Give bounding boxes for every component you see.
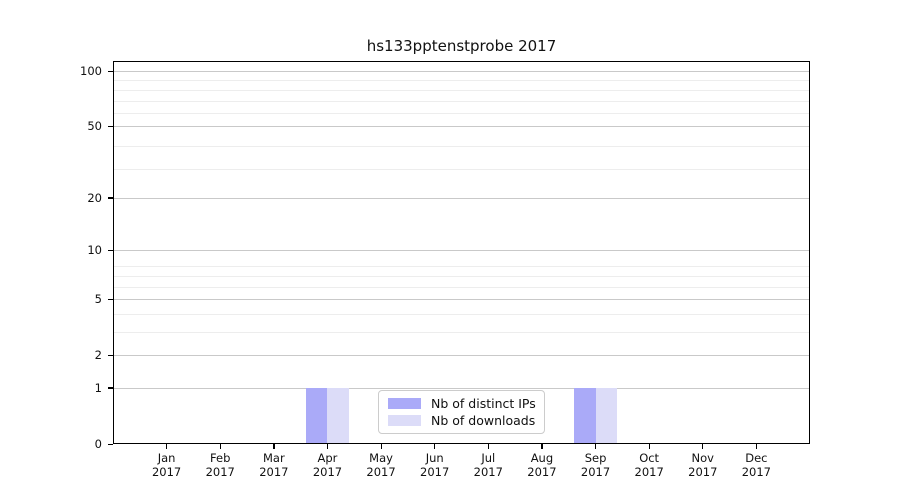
bar-sep-downloads [595, 387, 618, 444]
plot-area [113, 61, 810, 444]
legend-label-distinct-ips: Nb of distinct IPs [431, 396, 536, 411]
x-tick-month: Aug [530, 451, 554, 465]
y-tick-mark [108, 298, 113, 300]
x-tick-mark [166, 444, 168, 449]
x-tick-month: Dec [745, 451, 768, 465]
y-tick-label: 1 [94, 380, 102, 395]
x-tick-month: Oct [639, 451, 660, 465]
legend-item-downloads: Nb of downloads [388, 413, 535, 428]
legend-label-downloads: Nb of downloads [431, 413, 536, 428]
legend-item-distinct-ips: Nb of distinct IPs [388, 396, 536, 411]
x-tick-mark [434, 444, 436, 449]
x-tick-label: Feb 2017 [189, 451, 251, 479]
x-tick-year: 2017 [741, 464, 772, 479]
y-tick-mark [108, 354, 113, 356]
y-gridline-major [113, 355, 810, 357]
x-tick-month: Jan [157, 451, 176, 465]
x-tick-label: Jan 2017 [136, 451, 198, 479]
x-tick-month: Sep [584, 451, 607, 465]
y-gridline-major [113, 197, 810, 199]
x-tick-label: Mar 2017 [243, 451, 305, 479]
y-tick-mark [108, 249, 113, 251]
x-tick-year: 2017 [312, 464, 343, 479]
x-tick-year: 2017 [634, 464, 664, 479]
x-tick-month: Apr [317, 451, 338, 465]
x-tick-mark [273, 444, 275, 449]
legend-swatch-downloads [388, 415, 421, 426]
y-gridline-minor [113, 313, 810, 315]
x-tick-year: 2017 [527, 464, 557, 479]
y-gridline-minor [113, 145, 810, 147]
x-tick-year: 2017 [205, 464, 235, 479]
x-tick-month: May [369, 451, 393, 465]
y-tick-mark [108, 387, 113, 389]
y-tick-label: 0 [94, 437, 102, 451]
bar-apr-downloads [327, 387, 349, 444]
legend-swatch-distinct-ips [388, 398, 421, 409]
x-tick-label: Aug 2017 [511, 451, 573, 479]
legend: Nb of distinct IPs Nb of downloads [378, 390, 545, 434]
x-tick-label: Jun 2017 [404, 451, 466, 479]
x-tick-month: Nov [691, 451, 714, 465]
y-gridline-minor [113, 286, 810, 288]
x-tick-label: Jul 2017 [457, 451, 519, 479]
x-tick-mark [380, 444, 382, 449]
x-tick-label: Apr 2017 [296, 451, 358, 479]
x-tick-month: Feb [210, 451, 231, 465]
x-tick-label: Oct 2017 [618, 451, 680, 479]
y-tick-mark [108, 197, 113, 199]
y-gridline-major [113, 299, 810, 301]
y-tick-label: 20 [87, 190, 102, 205]
bar-sep-distinct-ips [574, 387, 596, 444]
y-gridline-minor [113, 266, 810, 268]
x-tick-year: 2017 [688, 464, 718, 479]
x-tick-month: Jul [481, 451, 496, 465]
x-tick-mark [326, 444, 329, 449]
y-gridline-minor [113, 113, 810, 115]
x-tick-year: 2017 [473, 464, 503, 479]
y-tick-mark [108, 125, 113, 127]
y-tick-mark [108, 443, 113, 445]
y-gridline-minor [113, 331, 810, 333]
y-tick-label: 2 [94, 348, 102, 363]
y-tick-label: 5 [94, 292, 102, 307]
x-tick-mark [487, 444, 489, 449]
x-tick-label: Dec 2017 [725, 451, 787, 479]
y-tick-label: 50 [87, 119, 102, 134]
y-gridline-major [113, 250, 810, 252]
y-gridline-minor [113, 169, 810, 171]
x-tick-month: Mar [262, 451, 285, 465]
x-tick-mark [595, 444, 597, 449]
y-tick-mark [108, 70, 113, 72]
chart-title: hs133pptenstprobe 2017 [366, 37, 557, 55]
y-gridline-major [113, 126, 810, 128]
x-tick-mark [702, 444, 704, 449]
x-tick-year: 2017 [259, 464, 289, 479]
x-tick-year: 2017 [420, 464, 450, 479]
x-tick-year: 2017 [366, 464, 396, 479]
x-tick-label: Sep 2017 [565, 451, 627, 479]
x-tick-year: 2017 [580, 464, 611, 479]
y-gridline-major [113, 387, 810, 389]
y-gridline-major [113, 71, 810, 72]
x-tick-mark [755, 444, 758, 449]
x-tick-mark [541, 444, 543, 449]
y-tick-label: 10 [87, 243, 102, 258]
x-tick-year: 2017 [151, 464, 182, 479]
x-tick-mark [648, 444, 650, 449]
x-tick-mark [219, 444, 221, 449]
bar-apr-distinct-ips [305, 387, 328, 444]
x-tick-label: May 2017 [350, 451, 412, 479]
y-gridline-minor [113, 275, 810, 277]
x-tick-month: Jun [425, 451, 444, 465]
x-tick-label: Nov 2017 [672, 451, 734, 479]
y-gridline-minor [113, 89, 810, 91]
y-tick-label: 100 [80, 64, 102, 78]
y-gridline-minor [113, 80, 810, 82]
y-gridline-minor [113, 100, 810, 102]
